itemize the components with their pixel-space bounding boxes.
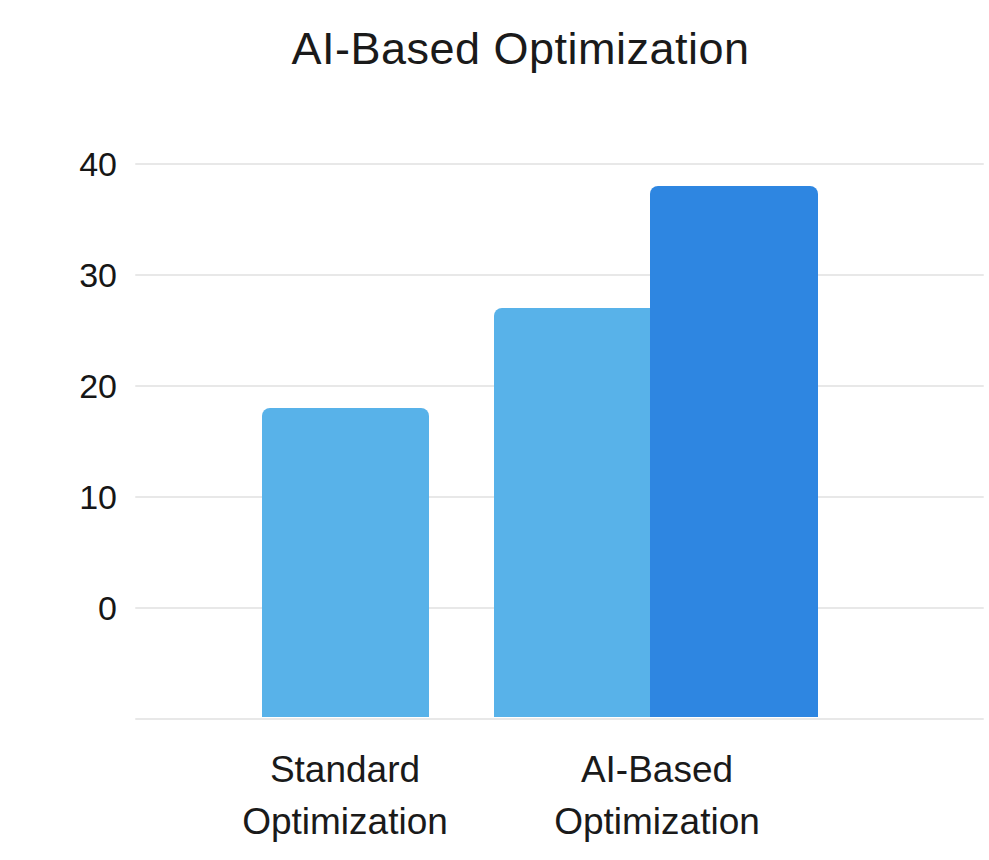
bar-ai-based-optimization-s0 <box>494 308 661 717</box>
y-tick-label: 30 <box>0 249 117 301</box>
chart-title: AI-Based Optimization <box>52 22 989 76</box>
bar-chart: AI-Based Optimization 40 30 20 10 0 Standard… <box>0 0 989 860</box>
bar-ai-based-optimization-s1 <box>650 186 818 717</box>
gridline <box>135 163 984 165</box>
x-category-label: AI-Based Optimization <box>502 744 812 848</box>
y-tick-label: 20 <box>0 360 117 412</box>
plot-area <box>135 164 984 719</box>
gridline <box>135 274 984 276</box>
bar-standard-optimization-s0 <box>262 408 429 717</box>
gridline <box>135 718 984 720</box>
y-tick-label: 40 <box>0 138 117 190</box>
y-tick-label: 0 <box>0 582 117 634</box>
y-tick-label: 10 <box>0 471 117 523</box>
x-category-label: Standard Optimization <box>190 744 500 848</box>
